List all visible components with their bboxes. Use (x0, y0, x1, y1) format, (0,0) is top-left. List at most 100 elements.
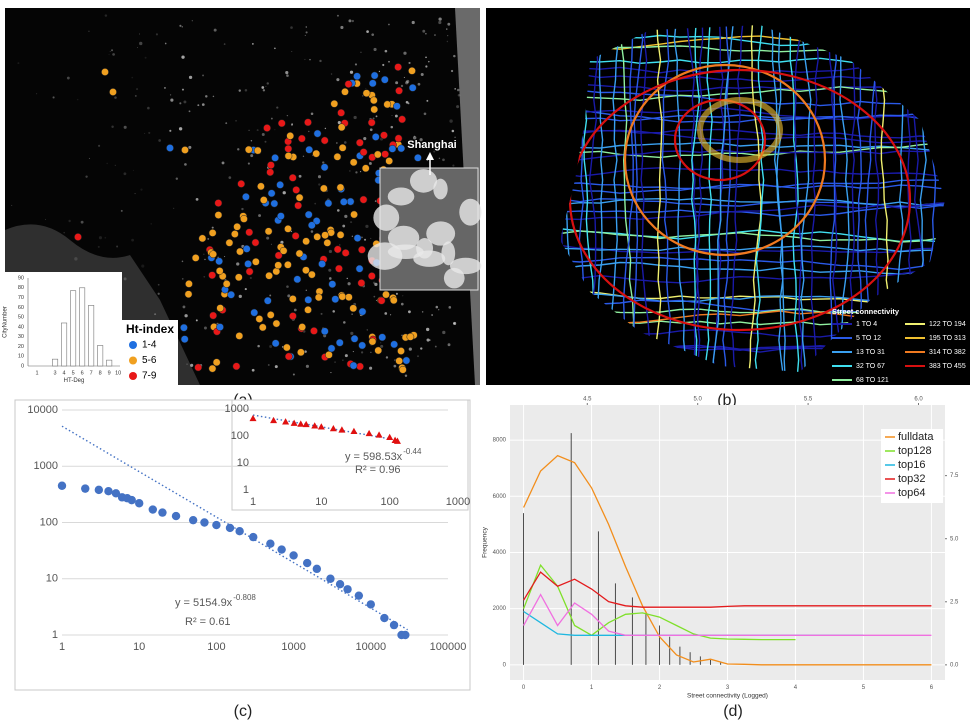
city-dot (314, 130, 321, 137)
point (172, 512, 180, 520)
light (336, 142, 338, 144)
light (176, 178, 178, 180)
light (373, 48, 376, 51)
light (81, 221, 84, 224)
light (373, 296, 375, 298)
y-tick-label: 4000 (493, 550, 507, 556)
legend-label: top128 (898, 445, 932, 457)
city-dot (403, 357, 410, 364)
city-dot (407, 333, 414, 340)
legend-label: 5-6 (142, 355, 157, 366)
light (45, 219, 46, 220)
light (442, 158, 445, 161)
y-tick-label: 10 (237, 457, 249, 469)
land (368, 242, 403, 270)
y-tick-label: 2000 (493, 606, 507, 612)
light (192, 20, 193, 21)
x-tick-label: 1 (59, 641, 65, 653)
city-dot (260, 196, 267, 203)
city-dot (321, 232, 328, 239)
light (252, 43, 254, 45)
y-tick-label: 0 (21, 363, 24, 369)
x-tick-label: 6 (81, 370, 84, 376)
light (213, 96, 215, 98)
light (305, 35, 306, 36)
y-axis-label: Frequency (482, 526, 489, 557)
light (350, 71, 353, 74)
light (422, 30, 425, 33)
light (390, 314, 391, 315)
light (420, 347, 422, 349)
city-dot (395, 63, 402, 70)
city-dot (382, 151, 389, 158)
y-tick-label: 60 (18, 305, 24, 311)
place-label: Shanghai (407, 139, 457, 151)
light (214, 29, 217, 32)
x-tick-label: 10 (133, 641, 145, 653)
city-dot (231, 230, 238, 237)
city-dot (350, 159, 357, 166)
light (409, 348, 412, 351)
city-dot (332, 296, 339, 303)
light (68, 220, 70, 222)
light (311, 112, 314, 115)
x2-tick-label: 5.5 (804, 397, 813, 403)
legend-label: 314 TO 382 (929, 349, 966, 356)
bar (106, 360, 111, 366)
legend-label: 13 TO 31 (856, 349, 885, 356)
city-dot (181, 336, 188, 343)
light (186, 363, 187, 364)
city-dot (216, 267, 223, 274)
light (308, 131, 309, 132)
light (405, 374, 407, 376)
light (353, 116, 356, 119)
legend-label: 195 TO 313 (929, 335, 966, 342)
city-dot (338, 109, 345, 116)
light (417, 355, 419, 357)
light (251, 140, 252, 141)
x-tick-label: 100 (380, 496, 398, 508)
light (184, 314, 187, 317)
light (269, 295, 271, 297)
city-dot (315, 294, 322, 301)
city-dot (350, 305, 357, 312)
light (135, 95, 137, 97)
light (351, 313, 352, 314)
y-tick-label: 1 (52, 629, 58, 641)
city-dot (289, 174, 296, 181)
city-dot (397, 347, 404, 354)
city-dot (337, 184, 344, 191)
light (228, 176, 231, 179)
city-dot (180, 324, 187, 331)
light (352, 20, 354, 22)
light (421, 73, 424, 76)
city-dot (371, 106, 378, 113)
light (263, 89, 265, 91)
light (88, 31, 89, 32)
city-dot (236, 248, 243, 255)
legend-swatch (129, 357, 137, 365)
city-dot (350, 211, 357, 218)
city-dot (216, 258, 223, 265)
light (355, 171, 357, 173)
light (404, 77, 405, 78)
city-dot (328, 345, 335, 352)
light (380, 345, 383, 348)
light (371, 33, 374, 36)
city-dot (259, 324, 266, 331)
city-dot (166, 144, 173, 151)
city-dot (284, 261, 291, 268)
city-dot (185, 291, 192, 298)
light (376, 115, 378, 117)
legend-label: top32 (898, 473, 926, 485)
light (235, 120, 236, 121)
city-dot (329, 281, 336, 288)
city-dot (313, 150, 320, 157)
light (225, 122, 227, 124)
light (124, 277, 127, 280)
light (53, 96, 55, 98)
light (347, 278, 348, 279)
light (376, 300, 377, 301)
light (332, 310, 335, 313)
light (395, 81, 398, 84)
